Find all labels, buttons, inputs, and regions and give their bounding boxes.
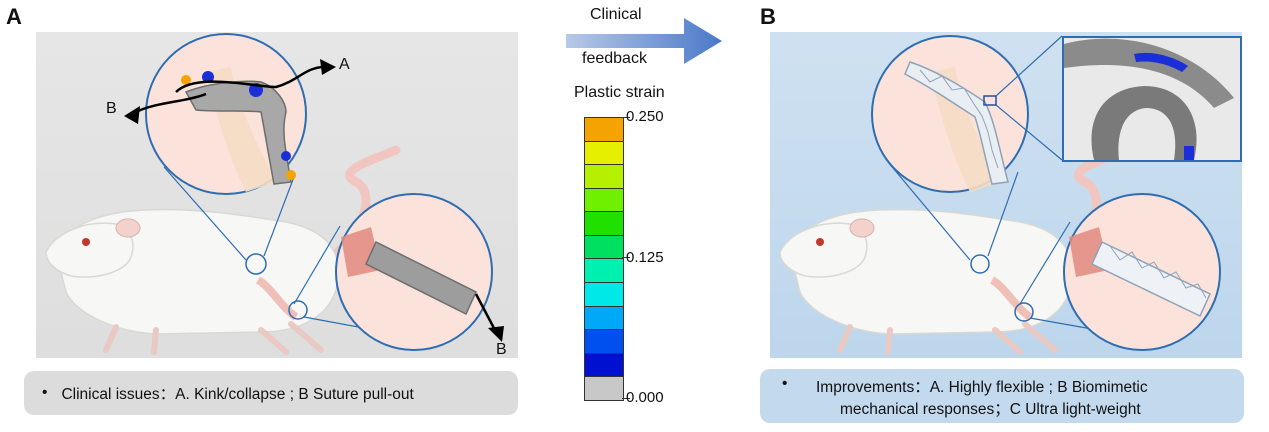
zoom-marker-knee — [245, 253, 267, 275]
rat-eye — [82, 238, 90, 246]
colorbar-cell — [585, 212, 623, 236]
colorbar-cell — [585, 377, 623, 400]
zoom-marker-knee-b — [970, 254, 990, 274]
legend-mid-label: 0.125 — [626, 249, 664, 266]
transition-label-line1: Clinical — [590, 6, 642, 23]
panel-b-letter: B — [760, 4, 776, 29]
rat-hindleg — [255, 276, 299, 321]
panel-b-drawing — [779, 35, 1221, 355]
panel-a-caption-text: Clinical issues：A. Kink/collapse ; B Sut… — [61, 386, 414, 403]
panel-b-caption-line2: mechanical responses；C Ultra light-weigh… — [840, 401, 1141, 418]
arrow-b-top — [135, 92, 207, 114]
arrow-a — [175, 65, 325, 93]
detail-marker — [983, 95, 997, 106]
tube-suture-pullout — [365, 240, 477, 316]
colorbar-cell — [585, 306, 623, 331]
zoom-marker-ankle — [288, 300, 308, 320]
panel-a-illustration — [36, 32, 518, 358]
rat-ear — [115, 218, 141, 238]
strain-colorbar — [584, 117, 624, 401]
arrow-b-label-top: B — [106, 100, 117, 117]
arrow-b-label-bottom: B — [496, 341, 507, 358]
rat-eye-b — [816, 238, 824, 246]
colorbar-cell — [585, 330, 623, 354]
arrow-b-bottom — [474, 293, 498, 333]
panel-a-letter: A — [6, 4, 22, 29]
caption-bullet-b: • — [782, 375, 788, 392]
panel-b-caption: • Improvements：A. Highly flexible ; B Bi… — [760, 369, 1244, 423]
rat-legs — [103, 321, 324, 355]
colorbar-cell — [585, 353, 623, 378]
clinical-feedback-arrow — [566, 18, 722, 64]
colorbar-cell — [585, 235, 623, 260]
rat-head — [45, 222, 134, 278]
panel-a-drawing — [45, 33, 504, 355]
stent-flexible — [904, 61, 1009, 185]
detail-inset — [1062, 36, 1242, 162]
panel-b-caption-line1: Improvements：A. Highly flexible ; B Biom… — [816, 379, 1148, 396]
legend-min-label: 0.000 — [626, 389, 664, 406]
panel-a-caption: • Clinical issues：A. Kink/collapse ; B S… — [24, 371, 518, 415]
arrow-a-label: A — [339, 56, 350, 73]
colorbar-cell — [585, 141, 623, 166]
caption-bullet: • — [42, 384, 48, 401]
stent-biomimetic — [1091, 240, 1211, 318]
strain-hotspot — [1134, 52, 1188, 72]
legend-title: Plastic strain — [574, 84, 665, 101]
legend-max-label: 0.250 — [626, 108, 664, 125]
colorbar-cell — [585, 165, 623, 189]
colorbar-cell — [585, 118, 623, 142]
colorbar-cell — [585, 283, 623, 307]
zoom-marker-ankle-b — [1014, 302, 1034, 322]
colorbar-cell — [585, 259, 623, 284]
colorbar-cell — [585, 188, 623, 213]
rat-head-b — [779, 222, 868, 278]
transition-label-line2: feedback — [582, 50, 647, 67]
